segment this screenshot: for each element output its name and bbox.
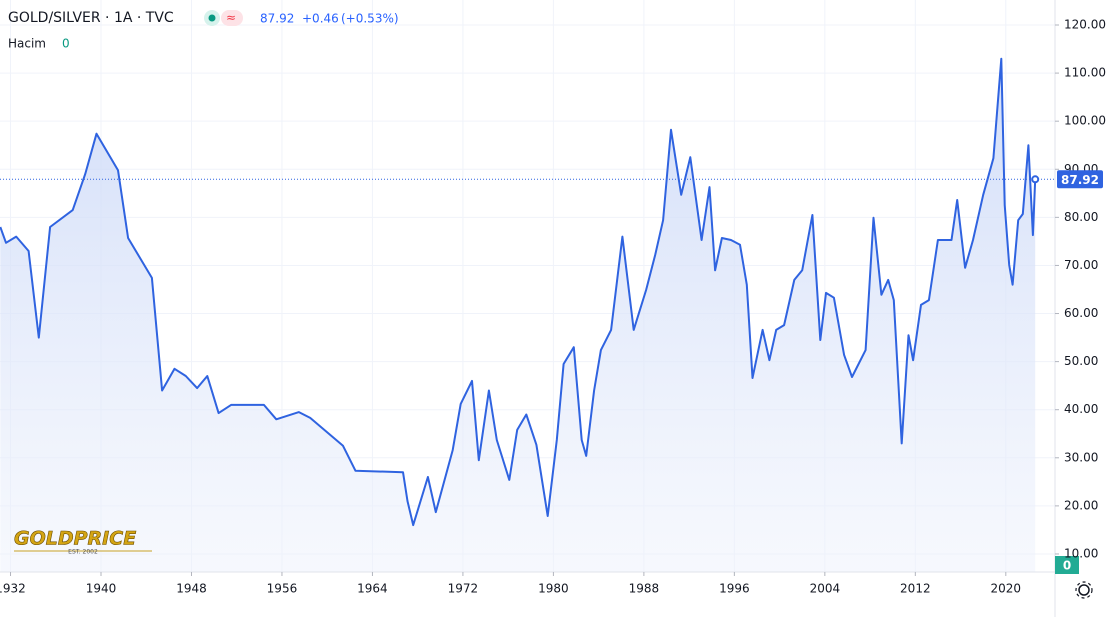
logo: GOLDPRICE — [14, 528, 136, 550]
last-point — [1031, 175, 1040, 184]
x-tick-label: 2004 — [810, 582, 841, 596]
y-tick-label: 60.00 — [1064, 306, 1098, 320]
plot — [0, 57, 1037, 572]
last-price-label: 87.92 — [1061, 173, 1099, 187]
x-tick-label: 2012 — [900, 582, 931, 596]
header-change: +0.46 — [302, 12, 339, 26]
y-tick-label: 70.00 — [1064, 258, 1098, 272]
delay-badge — [221, 10, 243, 26]
chart-title: GOLD/SILVER · 1A · TVC — [8, 10, 174, 26]
y-tick-label: 20.00 — [1064, 498, 1098, 512]
area — [0, 58, 1036, 572]
x-tick-label: 1940 — [86, 582, 117, 596]
y-tick-label: 80.00 — [1064, 210, 1098, 224]
x-tick-label: 1932 — [0, 582, 26, 596]
x-tick-label: 2020 — [991, 582, 1022, 596]
volume-badge — [1055, 556, 1079, 574]
y-tick-label: 50.00 — [1064, 354, 1098, 368]
last-price-box — [1057, 170, 1103, 189]
logo-est: EST. 2002 — [68, 549, 98, 556]
y-tick-label: 120.00 — [1064, 18, 1106, 32]
x-tick-label: 1988 — [629, 582, 660, 596]
x-tick-label: 1948 — [176, 582, 207, 596]
status-dot — [208, 14, 216, 22]
volume-value: 0 — [62, 37, 70, 51]
delay-icon: ≈ — [226, 11, 236, 25]
y-tick-label: 30.00 — [1064, 450, 1098, 464]
y-tick-label: 110.00 — [1064, 66, 1106, 80]
volume-label: Hacim — [8, 37, 46, 51]
x-tick-label: 1972 — [448, 582, 479, 596]
y-tick-label: 100.00 — [1064, 114, 1106, 128]
volume-badge-text: 0 — [1063, 559, 1071, 573]
x-tick-label: 1996 — [719, 582, 750, 596]
y-tick-label: 10.00 — [1064, 546, 1098, 560]
line — [0, 57, 1037, 527]
x-tick-label: 1956 — [267, 582, 298, 596]
header-change-pct: (+0.53%) — [341, 12, 399, 26]
x-tick-label: 1980 — [538, 582, 569, 596]
y-tick-label: 40.00 — [1064, 402, 1098, 416]
x-tick-label: 1964 — [357, 582, 388, 596]
settings-icon[interactable] — [1075, 581, 1093, 599]
header-price: 87.92 — [260, 12, 294, 26]
